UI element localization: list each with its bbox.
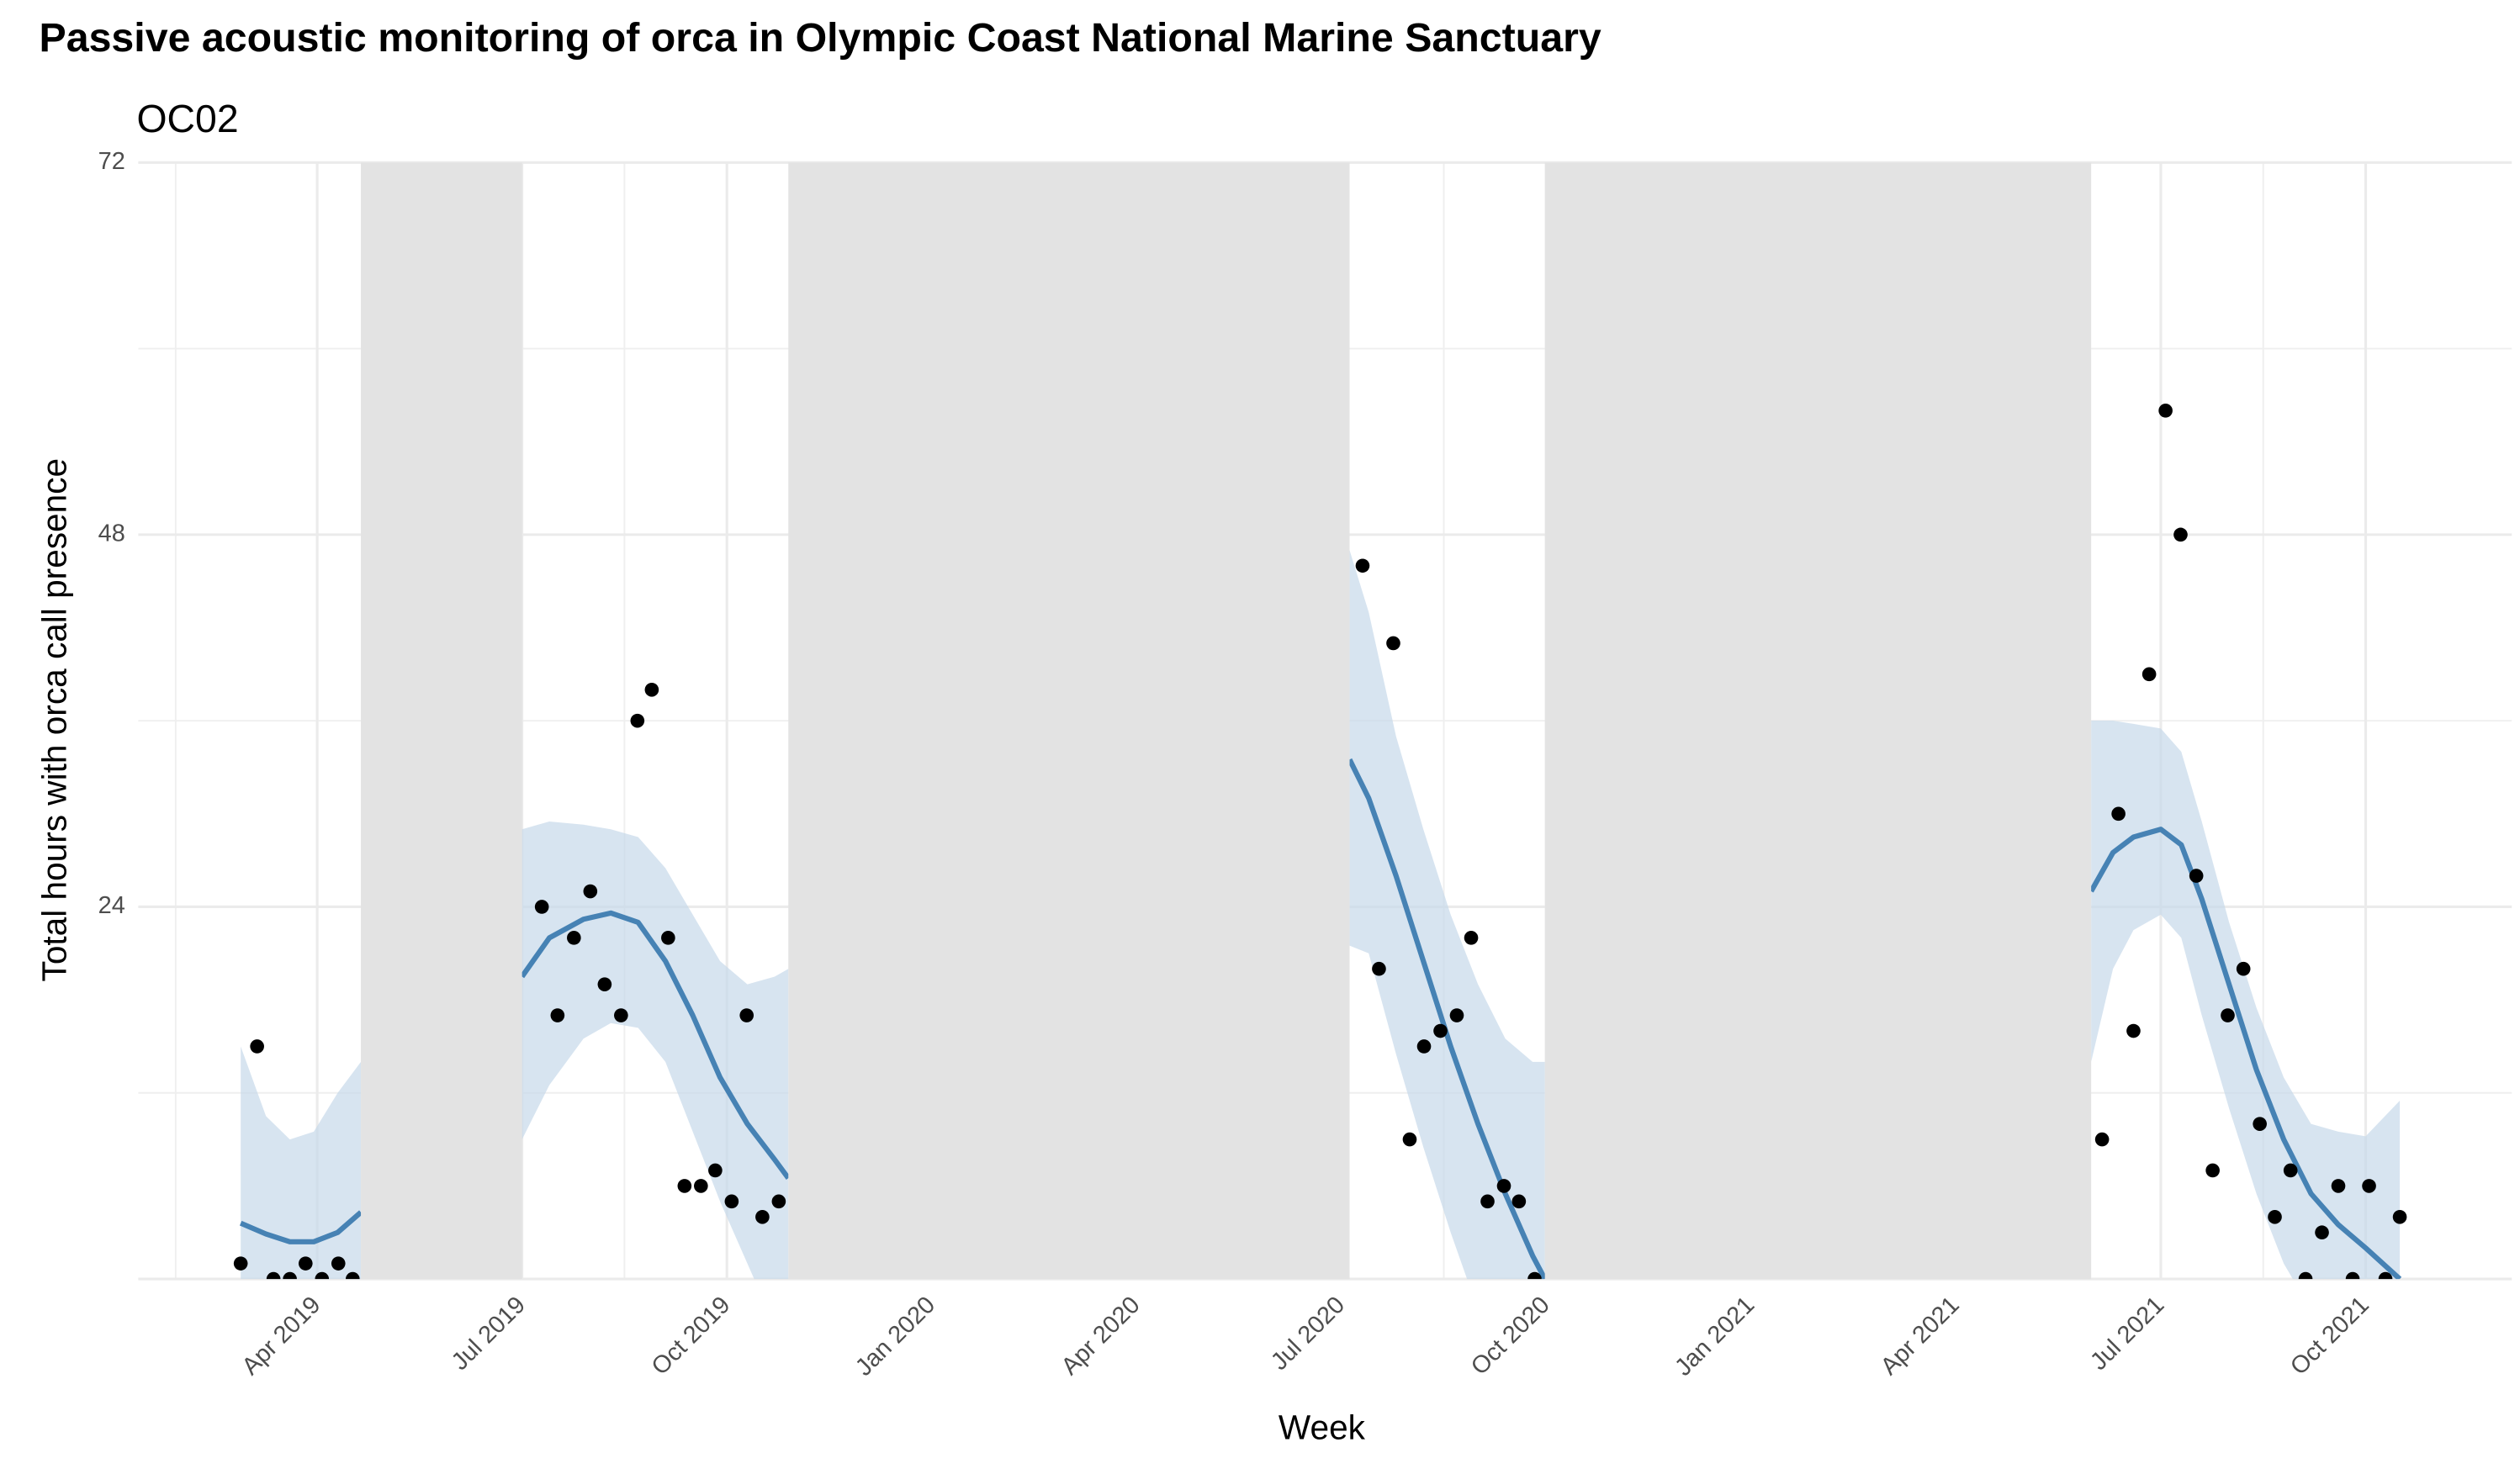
data-point (331, 1256, 346, 1271)
data-point (2362, 1179, 2376, 1193)
data-point (250, 1039, 264, 1054)
data-point (2111, 806, 2126, 822)
plot-area (233, 162, 2407, 1280)
data-point (1416, 1039, 1432, 1054)
confidence-band (2091, 721, 2401, 1280)
data-point (1386, 636, 1400, 651)
data-point (2283, 1163, 2298, 1178)
data-point (534, 900, 549, 914)
data-point (550, 1008, 565, 1022)
data-point (2126, 1023, 2141, 1038)
confidence-band (521, 822, 789, 1280)
confidence-band (241, 1046, 362, 1280)
data-point (2268, 1209, 2282, 1224)
x-axis-label: Week (1279, 1408, 1366, 1447)
data-point (739, 1008, 754, 1022)
data-point (567, 931, 581, 945)
data-point (630, 713, 645, 728)
confidence-band (1349, 550, 1545, 1280)
x-tick-label: Jul 2020 (1266, 1292, 1350, 1376)
data-point (708, 1163, 723, 1178)
data-point (2094, 1132, 2110, 1147)
data-point (2173, 527, 2188, 542)
data-point (1355, 558, 1370, 573)
data-point (583, 884, 598, 899)
data-point (2392, 1209, 2407, 1224)
data-point (266, 1271, 281, 1280)
data-point (755, 1209, 770, 1224)
x-tick-label: Oct 2019 (647, 1292, 736, 1381)
data-point (315, 1271, 330, 1280)
data-point (298, 1256, 313, 1271)
data-point (233, 1256, 248, 1271)
data-point (1511, 1194, 1527, 1209)
data-point (2253, 1117, 2267, 1131)
data-point (2315, 1225, 2329, 1240)
data-point (614, 1008, 628, 1022)
data-point (1464, 931, 1479, 945)
data-point (771, 1194, 786, 1209)
no-data-period (361, 162, 522, 1280)
x-tick-label: Jan 2021 (1670, 1292, 1760, 1382)
data-point (2378, 1271, 2393, 1280)
data-point (346, 1271, 360, 1280)
x-tick-label: Apr 2019 (237, 1292, 326, 1381)
data-point (597, 977, 612, 991)
x-tick-label: Apr 2021 (1876, 1292, 1965, 1381)
chart-subtitle: OC02 (136, 97, 238, 140)
data-point (724, 1194, 739, 1209)
data-point (2205, 1163, 2220, 1178)
data-point (694, 1179, 708, 1193)
y-tick-label: 24 (98, 892, 125, 919)
data-point (2221, 1008, 2235, 1022)
data-point (2331, 1179, 2346, 1193)
data-point (644, 682, 659, 697)
data-point (2158, 404, 2173, 418)
data-point (1496, 1179, 1511, 1193)
data-point (1527, 1271, 1542, 1280)
data-point (1480, 1194, 1495, 1209)
x-tick-label: Jul 2019 (447, 1292, 531, 1376)
x-tick-label: Jul 2021 (2085, 1292, 2169, 1376)
smooth-line (239, 758, 2402, 1280)
data-point (1449, 1008, 1464, 1022)
data-point (1372, 961, 1386, 976)
data-point (661, 931, 675, 945)
data-point (1433, 1023, 1448, 1038)
data-point (283, 1271, 297, 1280)
x-tick-label: Apr 2020 (1056, 1292, 1146, 1381)
x-tick-label: Oct 2020 (1466, 1292, 1555, 1381)
x-tick-label: Jan 2020 (850, 1292, 940, 1382)
y-axis-label: Total hours with orca call presence (34, 458, 73, 982)
x-tick-label: Oct 2021 (2285, 1292, 2374, 1381)
data-point (2345, 1271, 2360, 1280)
data-point (1402, 1132, 1417, 1147)
no-data-period (1544, 162, 2092, 1280)
data-point (677, 1179, 692, 1193)
data-point (2189, 869, 2204, 883)
no-data-period (788, 162, 1350, 1280)
y-tick-label: 72 (98, 148, 125, 175)
chart-title: Passive acoustic monitoring of orca in O… (40, 15, 1601, 61)
data-point (2298, 1271, 2313, 1280)
y-tick-label: 48 (98, 520, 125, 547)
data-point (2236, 961, 2251, 976)
data-point (2141, 667, 2157, 682)
